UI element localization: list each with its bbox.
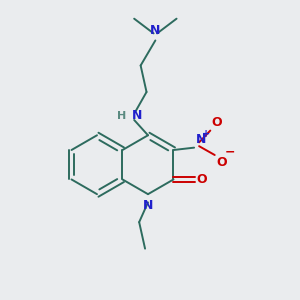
Text: −: − <box>225 146 236 159</box>
Text: O: O <box>216 157 227 169</box>
Text: N: N <box>196 133 206 146</box>
Text: N: N <box>150 24 161 37</box>
Text: H: H <box>117 110 127 121</box>
Text: +: + <box>202 129 210 140</box>
Text: N: N <box>132 109 142 122</box>
Text: O: O <box>212 116 222 129</box>
Text: O: O <box>197 173 207 186</box>
Text: N: N <box>143 200 153 212</box>
